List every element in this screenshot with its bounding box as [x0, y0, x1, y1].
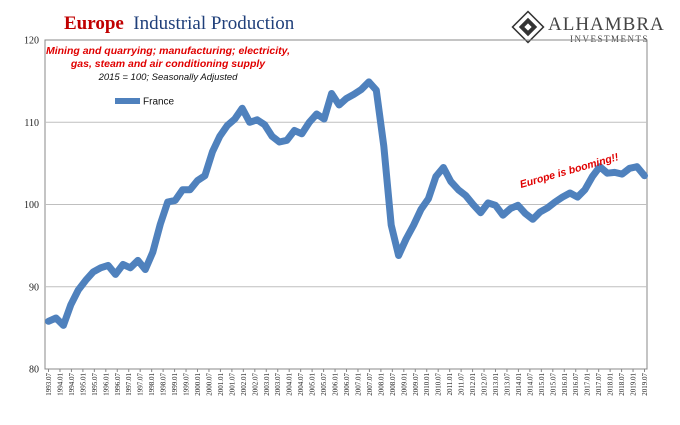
x-tick-label: 2005.07: [320, 373, 328, 396]
x-tick-label: 2012.07: [481, 373, 489, 396]
x-tick-label: 1999.07: [183, 373, 191, 396]
x-tick-label: 2016.07: [572, 373, 580, 396]
chart-title-part2: Industrial Production: [133, 13, 294, 34]
x-tick-label: 2005.01: [309, 373, 317, 396]
x-tick-label: 2008.01: [377, 373, 385, 396]
x-tick-label: 2003.01: [263, 373, 271, 396]
x-tick-label: 1993.07: [45, 373, 53, 396]
x-tick-label: 2007.01: [354, 373, 362, 396]
x-tick-label: 2018.01: [607, 373, 615, 396]
x-tick-label: 2010.01: [423, 373, 431, 396]
x-tick-label: 2003.07: [274, 373, 282, 396]
x-tick-label: 2001.07: [228, 373, 236, 396]
x-tick-label: 2018.07: [618, 373, 626, 396]
chart-title-part1: Europe: [64, 13, 124, 34]
y-tick-label: 100: [24, 200, 39, 211]
x-tick-label: 2006.07: [343, 373, 351, 396]
y-axis-ticks: 80 90 100 110 120: [24, 36, 39, 376]
x-tick-label: 2011.07: [458, 373, 466, 396]
x-tick-label: 2001.01: [217, 373, 225, 396]
x-tick-label: 2011.01: [446, 373, 454, 396]
x-tick-label: 1998.07: [160, 373, 168, 396]
x-tick-label: 2000.07: [205, 373, 213, 396]
y-tick-label: 90: [29, 282, 39, 293]
x-tick-label: 1994.01: [56, 373, 64, 396]
x-tick-label: 1994.07: [68, 373, 76, 396]
x-tick-label: 2009.07: [412, 373, 420, 396]
legend: France: [115, 97, 175, 108]
x-tick-label: 2002.01: [240, 373, 248, 396]
x-tick-label: 2013.07: [503, 373, 511, 396]
x-tick-label: 2009.01: [400, 373, 408, 396]
series-layer: [45, 78, 648, 329]
series-line-france: [45, 78, 648, 329]
x-tick-label: 1998.01: [148, 373, 156, 396]
x-tick-label: 2014.07: [526, 373, 534, 396]
alhambra-logo: ALHAMBRA INVESTMENTS: [511, 10, 665, 44]
subtitle-line1: Mining and quarrying; manufacturing; ele…: [46, 45, 290, 57]
x-tick-label: 1996.07: [114, 373, 122, 396]
x-tick-label: 2014.01: [515, 373, 523, 396]
x-tick-label: 2019.01: [630, 373, 638, 396]
x-tick-label: 2004.07: [297, 373, 305, 396]
x-tick-label: 2000.01: [194, 373, 202, 396]
x-tick-label: 2010.07: [435, 373, 443, 396]
chart-title: Europe Industrial Production: [64, 13, 295, 34]
chart-note: 2015 = 100; Seasonally Adjusted: [98, 72, 239, 83]
x-tick-label: 2008.07: [389, 373, 397, 396]
x-tick-label: 2015.07: [549, 373, 557, 396]
x-tick-label: 2016.01: [561, 373, 569, 396]
x-tick-label: 1995.07: [91, 373, 99, 396]
legend-label-france: France: [143, 97, 175, 108]
logo-subtitle: INVESTMENTS: [570, 34, 649, 44]
x-tick-label: 2019.07: [641, 373, 649, 396]
y-tick-label: 110: [24, 118, 39, 129]
x-tick-label: 2006.01: [332, 373, 340, 396]
x-tick-label: 2007.07: [366, 373, 374, 396]
y-tick-label: 120: [24, 36, 39, 47]
y-tick-label: 80: [29, 365, 39, 376]
x-tick-label: 2012.01: [469, 373, 477, 396]
x-axis-ticks: 1993.07 1994.01 1994.07 1995.01 1995.07 1996.…: [45, 369, 649, 396]
x-tick-label: 2017.01: [584, 373, 592, 396]
x-tick-label: 1996.01: [102, 373, 110, 396]
x-tick-label: 1997.01: [125, 373, 133, 396]
x-tick-label: 1995.01: [79, 373, 87, 396]
subtitle-line2: gas, steam and air conditioning supply: [70, 58, 266, 70]
x-tick-label: 2004.01: [286, 373, 294, 396]
x-tick-label: 1999.01: [171, 373, 179, 396]
x-tick-label: 2017.07: [595, 373, 603, 396]
x-tick-label: 2013.01: [492, 373, 500, 396]
x-tick-label: 2002.07: [251, 373, 259, 396]
logo-name: ALHAMBRA: [548, 14, 665, 35]
x-tick-label: 2015.01: [538, 373, 546, 396]
x-tick-label: 1997.07: [137, 373, 145, 396]
logo-diamond-icon: [511, 10, 545, 44]
